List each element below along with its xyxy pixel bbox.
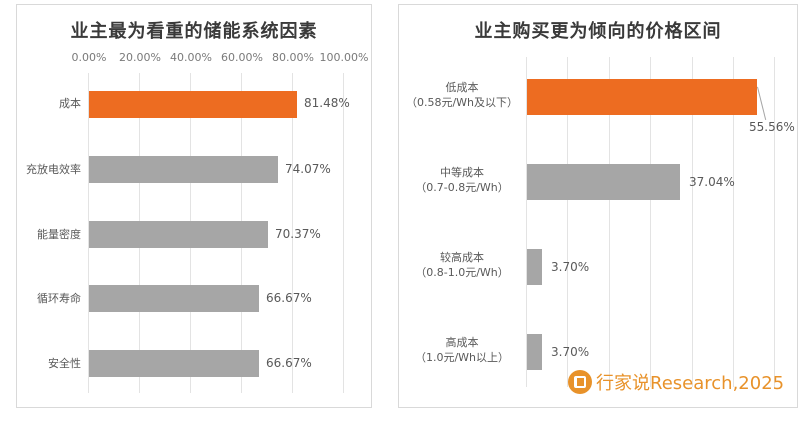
gridline xyxy=(774,57,775,387)
category-label: 充放电效率 xyxy=(26,163,81,176)
gridline xyxy=(526,57,527,387)
value-label: 3.70% xyxy=(551,260,590,274)
bar-high-cost xyxy=(527,334,542,370)
category-label: 低成本 （0.58元/Wh及以下） xyxy=(403,80,521,110)
category-label: 高成本 （1.0元/Wh以上） xyxy=(403,335,521,365)
category-range: （1.0元/Wh以上） xyxy=(414,351,510,364)
value-label: 55.56% xyxy=(749,120,795,134)
value-label: 70.37% xyxy=(275,227,321,241)
left-chart-title: 业主最为看重的储能系统因素 xyxy=(70,21,318,42)
value-label: 81.48% xyxy=(304,96,350,110)
gridline xyxy=(567,57,568,387)
x-tick: 0.00% xyxy=(71,51,107,64)
gridline xyxy=(292,199,293,393)
brand-logo-icon xyxy=(568,370,592,394)
value-label: 66.67% xyxy=(266,356,312,370)
gridline xyxy=(139,73,140,199)
value-label: 74.07% xyxy=(285,162,331,176)
category-range: （0.58元/Wh及以下） xyxy=(405,96,519,109)
category-label: 中等成本 （0.7-0.8元/Wh） xyxy=(403,165,521,195)
gridline xyxy=(88,73,89,199)
category-range: （0.7-0.8元/Wh） xyxy=(415,181,509,194)
value-label: 66.67% xyxy=(266,291,312,305)
gridline xyxy=(190,73,191,199)
gridline xyxy=(733,57,734,387)
category-name: 高成本 xyxy=(445,336,479,349)
category-range: （0.8-1.0元/Wh） xyxy=(415,266,509,279)
watermark: 行家说Research,2025 xyxy=(568,369,784,395)
category-name: 中等成本 xyxy=(440,166,484,179)
gridline xyxy=(88,199,89,393)
bar-safety xyxy=(89,350,259,377)
bar-efficiency xyxy=(89,156,278,183)
leader-line xyxy=(757,86,767,120)
gridline xyxy=(650,57,651,387)
x-tick: 20.00% xyxy=(119,51,161,64)
x-tick: 100.00% xyxy=(319,51,369,64)
x-tick: 60.00% xyxy=(221,51,263,64)
category-label: 循环寿命 xyxy=(37,292,81,305)
category-label: 能量密度 xyxy=(37,228,81,241)
gridline xyxy=(241,73,242,199)
category-label: 成本 xyxy=(59,97,81,110)
bar-cost xyxy=(89,91,297,118)
category-name: 低成本 xyxy=(445,81,479,94)
right-chart-title: 业主购买更为倾向的价格区间 xyxy=(474,21,722,42)
value-label: 37.04% xyxy=(689,175,735,189)
bar-low-cost xyxy=(527,79,757,115)
bar-cycle-life xyxy=(89,285,259,312)
gridline xyxy=(609,57,610,387)
bar-higher-cost xyxy=(527,249,542,285)
category-name: 较高成本 xyxy=(440,251,484,264)
bar-energy-density xyxy=(89,221,268,248)
watermark-text: 行家说Research,2025 xyxy=(596,373,785,394)
gridline xyxy=(292,73,293,199)
x-tick: 80.00% xyxy=(272,51,314,64)
gridline xyxy=(343,73,344,199)
left-chart-panel: 业主最为看重的储能系统因素 0.00% 20.00% 40.00% 60.00%… xyxy=(16,4,372,408)
gridline xyxy=(692,57,693,387)
value-label: 3.70% xyxy=(551,345,590,359)
bar-medium-cost xyxy=(527,164,680,200)
right-chart-panel: 业主购买更为倾向的价格区间 低成本 （0.58元/Wh及以下） 55.56% 中… xyxy=(398,4,798,408)
category-label: 安全性 xyxy=(48,357,81,370)
gridline xyxy=(343,199,344,393)
x-tick: 40.00% xyxy=(170,51,212,64)
category-label: 较高成本 （0.8-1.0元/Wh） xyxy=(403,250,521,280)
